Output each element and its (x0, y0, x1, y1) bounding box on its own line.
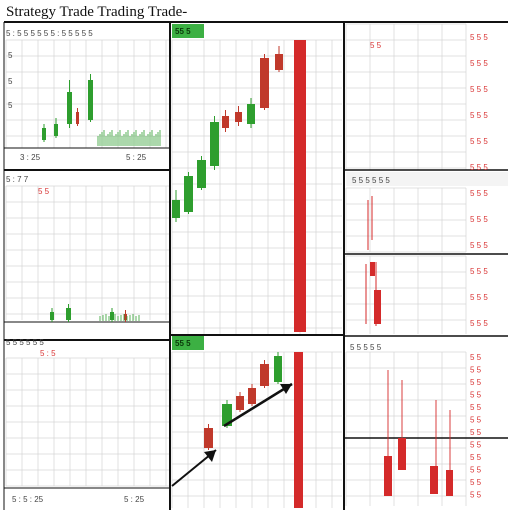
top-left-header: 5 : 5 5 5 5 5 5 : 5 5 5 5 5 (6, 29, 93, 38)
bottom-label: 5 : 25 (126, 153, 147, 162)
spike-bar (370, 262, 375, 276)
axis-tick-label: 5 5 5 (470, 137, 488, 146)
spike-bar (398, 438, 406, 470)
candle-body (172, 200, 180, 218)
right-top-header: 5 5 (370, 41, 382, 50)
axis-tick-label: 5 5 (470, 478, 482, 487)
center-bottom-badge-label: 55 5 (175, 339, 191, 348)
spike-bar (446, 470, 453, 496)
bottom-left-header: 5 5 5 5 5 5 (6, 338, 44, 347)
title-bar (0, 0, 512, 22)
spike-bar (430, 466, 438, 494)
candle-body (260, 364, 269, 386)
right-axis-labels: 5 5 5 5 5 5 5 5 5 5 5 5 5 5 5 5 5 5 5 5 5 5 5 5 (470, 353, 482, 500)
window-title: Strategy Trade Trading Trade- (6, 4, 187, 20)
candle-body (50, 312, 54, 320)
axis-tick-label: 5 5 (470, 416, 482, 425)
axis-tick-label: 5 5 5 (470, 241, 488, 250)
axis-tick-label: 5 5 5 (470, 267, 488, 276)
axis-tick-label: 5 5 5 (470, 85, 488, 94)
panel-right-top: 5 5 5 5 55 5 55 5 55 5 55 5 55 5 55 5 55… (370, 33, 488, 328)
axis-tick-label: 5 5 (470, 391, 482, 400)
center-top-badge-label: 55 5 (175, 27, 191, 36)
candle-body (184, 176, 193, 212)
axis-tick-label: 5 5 (470, 366, 482, 375)
axis-tick-label: 5 5 5 (470, 189, 488, 198)
candle-body (204, 428, 213, 448)
axis-tick-label: 5 5 5 (470, 319, 488, 328)
axis-tick-label: 5 5 5 (470, 215, 488, 224)
panel-right-bottom: 5 5 5 5 5 5 55 55 55 55 55 55 55 55 55 5… (350, 343, 482, 500)
candle-body (247, 104, 255, 124)
candle-body (210, 122, 219, 166)
right-middle-header: 5 5 5 5 5 5 (352, 176, 390, 185)
candlestick-series (204, 352, 282, 450)
center-top-badge (172, 24, 204, 38)
candle-body (260, 58, 269, 108)
right-bottom-header: 5 5 5 5 5 (350, 343, 382, 352)
marker-bar (294, 40, 306, 332)
candlestick-series (172, 46, 283, 222)
candle-body (222, 404, 232, 426)
axis-tick-label: 5 5 5 (470, 59, 488, 68)
axis-tick-label: 5 5 (470, 428, 482, 437)
panel-top-left: 5 : 5 5 5 5 5 5 : 5 5 5 5 5 5 5 5 3 : 25… (4, 29, 170, 162)
right-axis-labels: 5 5 5 5 5 5 5 5 5 5 5 5 5 5 5 5 5 5 5 5 5 5 5 5… (470, 33, 488, 328)
candle-body (222, 116, 229, 128)
panel-center-top: 55 5 (172, 24, 306, 332)
center-bottom-badge (172, 336, 204, 350)
axis-tick-label: 5 5 (470, 453, 482, 462)
volume-spikes (384, 370, 453, 496)
axis-label: 5 (8, 101, 13, 110)
panel-bottom-left: 5 5 5 5 5 5 5 : 5 5 : 5 : 25 5 : 25 (4, 338, 170, 504)
panel-frames (3, 21, 508, 510)
panel-center-bottom: 55 5 (171, 336, 303, 508)
axis-label: 5 (8, 51, 13, 60)
candle-body (124, 314, 127, 320)
candle-body (88, 80, 93, 120)
candle-body (197, 160, 206, 188)
candle-body (76, 112, 79, 124)
bottom-label: 5 : 5 : 25 (12, 495, 44, 504)
candle-body (42, 128, 46, 140)
candle-body (66, 308, 71, 320)
spike-bar (374, 290, 381, 324)
arrow-head-icon (204, 450, 216, 462)
candle-body (274, 356, 282, 382)
candle-body (275, 54, 283, 70)
axis-tick-label: 5 5 (470, 353, 482, 362)
volume-spikes (365, 196, 381, 326)
axis-tick-label: 5 5 (470, 466, 482, 475)
candle-body (235, 112, 242, 122)
middle-left-sublabel: 5 5 (38, 187, 50, 196)
axis-tick-label: 5 5 (470, 378, 482, 387)
panel-middle-left: 5 : 7 7 5 5 (4, 175, 170, 323)
marker-bar (294, 352, 303, 508)
spike-bar (384, 456, 392, 496)
candle-body (54, 124, 58, 136)
axis-tick-label: 5 5 5 (470, 163, 488, 172)
candle-body (236, 396, 244, 410)
middle-left-header: 5 : 7 7 (6, 175, 29, 184)
mini-candles (50, 304, 140, 322)
axis-tick-label: 5 5 5 (470, 111, 488, 120)
bottom-left-header-red: 5 : 5 (40, 349, 56, 358)
candle-body (67, 92, 72, 124)
panel-right-middle: 5 5 5 5 5 5 (346, 172, 508, 326)
axis-tick-label: 5 5 (470, 403, 482, 412)
trend-arrow-2 (223, 382, 293, 428)
grid-layer (5, 23, 467, 508)
candle-body (248, 388, 256, 404)
bottom-label: 5 : 25 (124, 495, 145, 504)
axis-tick-label: 5 5 5 (470, 293, 488, 302)
axis-tick-label: 5 5 5 (470, 33, 488, 42)
axis-tick-label: 5 5 (470, 491, 482, 500)
axis-label: 5 (8, 77, 13, 86)
arrow-head-icon (280, 384, 292, 394)
bottom-label: 3 : 25 (20, 153, 41, 162)
axis-tick-label: 5 5 (470, 441, 482, 450)
mini-candles (42, 74, 161, 146)
right-middle-header-bg (346, 172, 508, 186)
